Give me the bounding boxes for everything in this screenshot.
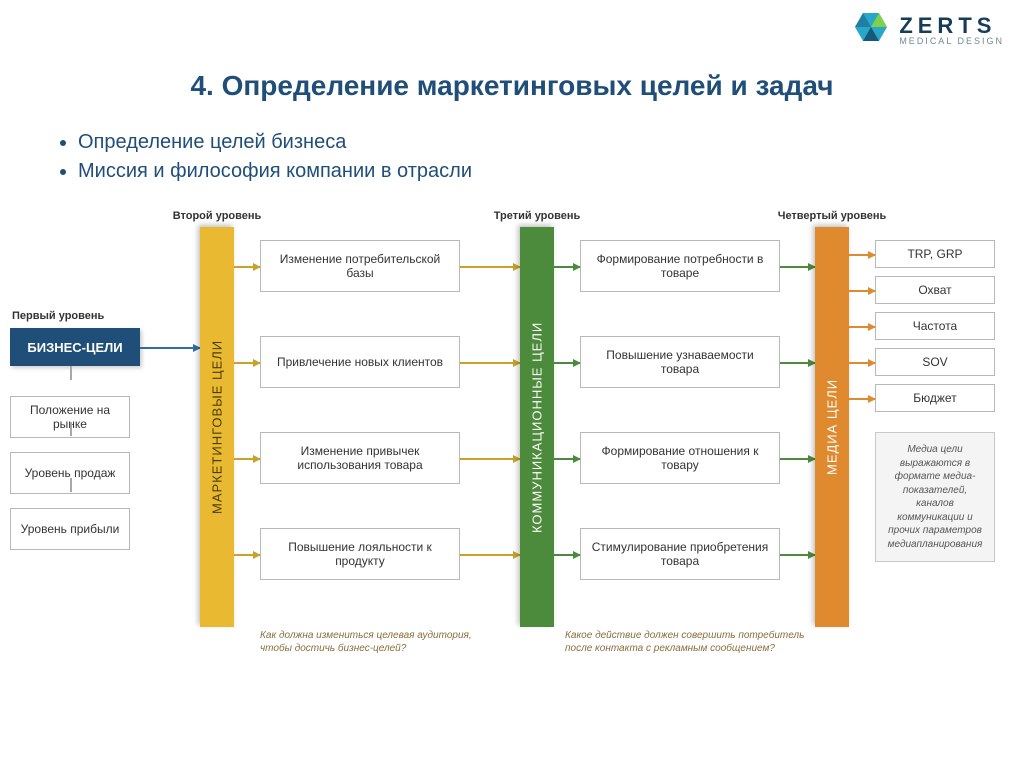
arrow-icon bbox=[554, 458, 580, 460]
level3-label: Третий уровень bbox=[477, 210, 597, 222]
level4-note: Медиа цели выражаются в формате медиа-по… bbox=[875, 432, 995, 562]
level4-box: Частота bbox=[875, 312, 995, 340]
level2-column: Второй уровень МАРКЕТИНГОВЫЕ ЦЕЛИ bbox=[200, 210, 234, 627]
arrow-icon bbox=[849, 362, 875, 364]
level3-caption: Какое действие должен совершить потребит… bbox=[565, 630, 815, 655]
level4-box: TRP, GRP bbox=[875, 240, 995, 268]
level3-boxes: Формирование потребности в товаре Повыше… bbox=[580, 240, 780, 624]
level3-box: Формирование потребности в товаре bbox=[580, 240, 780, 292]
arrow-icon bbox=[780, 266, 815, 268]
level2-bar-title: МАРКЕТИНГОВЫЕ ЦЕЛИ bbox=[210, 340, 225, 514]
bullet-item: Миссия и философия компании в отрасли bbox=[78, 160, 472, 183]
slide-title: 4. Определение маркетинговых целей и зад… bbox=[0, 70, 1024, 102]
level2-boxes: Изменение потребительской базы Привлечен… bbox=[260, 240, 460, 624]
level2-box: Изменение потребительской базы bbox=[260, 240, 460, 292]
level4-box: Охват bbox=[875, 276, 995, 304]
bullet-item: Определение целей бизнеса bbox=[78, 131, 472, 154]
arrow-icon bbox=[140, 347, 200, 349]
arrow-icon bbox=[460, 458, 520, 460]
arrow-icon bbox=[554, 362, 580, 364]
arrow-icon bbox=[849, 290, 875, 292]
connector-line bbox=[70, 366, 72, 380]
level1-box: Уровень прибыли bbox=[10, 508, 130, 550]
arrow-icon bbox=[554, 266, 580, 268]
connector-line bbox=[70, 478, 72, 492]
logo-sub-text: MEDICAL DESIGN bbox=[899, 37, 1004, 46]
level3-bar-title: КОММУНИКАЦИОННЫЕ ЦЕЛИ bbox=[530, 321, 545, 532]
arrow-icon bbox=[460, 362, 520, 364]
business-goals-header: БИЗНЕС-ЦЕЛИ bbox=[10, 328, 140, 366]
arrow-icon bbox=[780, 362, 815, 364]
level1-column: Первый уровень БИЗНЕС-ЦЕЛИ Положение на … bbox=[10, 310, 140, 564]
arrow-icon bbox=[849, 398, 875, 400]
arrow-icon bbox=[849, 326, 875, 328]
level2-box: Изменение привычек использования товара bbox=[260, 432, 460, 484]
level2-box: Повышение лояльности к продукту bbox=[260, 528, 460, 580]
level2-label: Второй уровень bbox=[157, 210, 277, 222]
arrow-icon bbox=[234, 458, 260, 460]
level3-bar: КОММУНИКАЦИОННЫЕ ЦЕЛИ bbox=[520, 227, 554, 627]
level1-label: Первый уровень bbox=[12, 310, 140, 322]
brand-logo: ZERTS MEDICAL DESIGN bbox=[851, 10, 1004, 50]
goals-diagram: Первый уровень БИЗНЕС-ЦЕЛИ Положение на … bbox=[10, 210, 1014, 738]
level4-box: SOV bbox=[875, 348, 995, 376]
logo-brand-text: ZERTS bbox=[899, 15, 1004, 37]
level4-box: Бюджет bbox=[875, 384, 995, 412]
level4-boxes: TRP, GRP Охват Частота SOV Бюджет Медиа … bbox=[875, 240, 995, 562]
level4-column: Четвертый уровень МЕДИА ЦЕЛИ bbox=[815, 210, 849, 627]
arrow-icon bbox=[780, 554, 815, 556]
logo-mark-icon bbox=[851, 10, 891, 50]
arrow-icon bbox=[780, 458, 815, 460]
arrow-icon bbox=[460, 554, 520, 556]
level4-bar: МЕДИА ЦЕЛИ bbox=[815, 227, 849, 627]
bullet-list: Определение целей бизнеса Миссия и филос… bbox=[50, 125, 472, 189]
arrow-icon bbox=[234, 362, 260, 364]
arrow-icon bbox=[849, 254, 875, 256]
level2-bar: МАРКЕТИНГОВЫЕ ЦЕЛИ bbox=[200, 227, 234, 627]
arrow-icon bbox=[234, 554, 260, 556]
level3-box: Повышение узнаваемости товара bbox=[580, 336, 780, 388]
level2-caption: Как должна измениться целевая аудитория,… bbox=[260, 630, 480, 655]
level4-bar-title: МЕДИА ЦЕЛИ bbox=[825, 379, 840, 475]
arrow-icon bbox=[234, 266, 260, 268]
level4-label: Четвертый уровень bbox=[772, 210, 892, 222]
level3-box: Стимулирование приобретения товара bbox=[580, 528, 780, 580]
level3-column: Третий уровень КОММУНИКАЦИОННЫЕ ЦЕЛИ bbox=[520, 210, 554, 627]
arrow-icon bbox=[554, 554, 580, 556]
arrow-icon bbox=[460, 266, 520, 268]
level2-box: Привлечение новых клиентов bbox=[260, 336, 460, 388]
level3-box: Формирование отношения к товару bbox=[580, 432, 780, 484]
connector-line bbox=[70, 422, 72, 436]
